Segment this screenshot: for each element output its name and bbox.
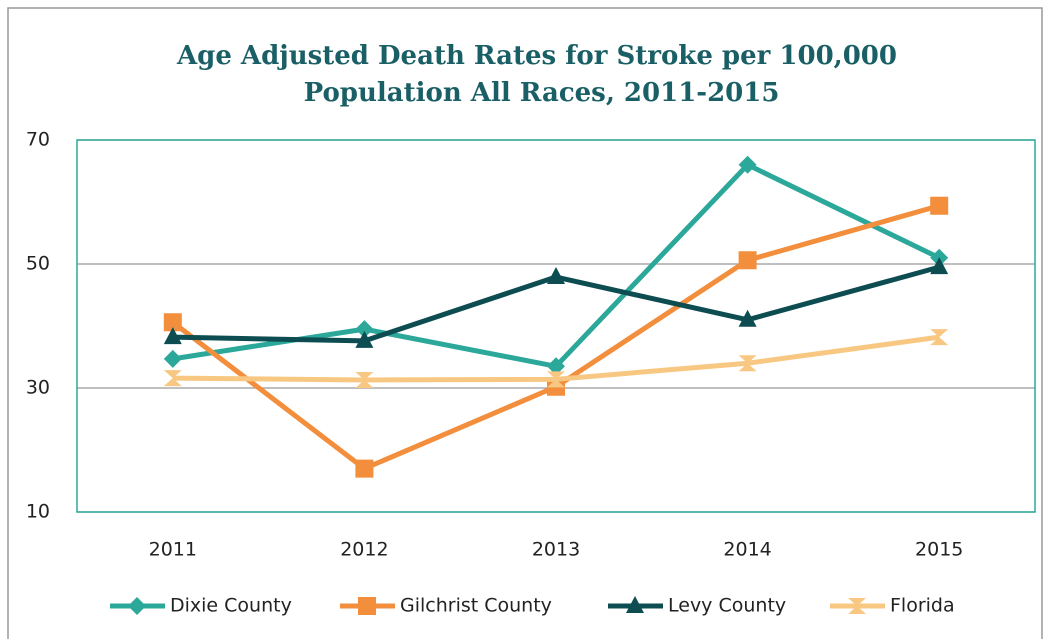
marker [547, 371, 565, 388]
marker [930, 329, 949, 346]
marker [547, 267, 565, 285]
marker [930, 196, 949, 215]
marker [163, 313, 182, 332]
x-tick-label: 2013 [532, 539, 580, 561]
legend-marker [626, 596, 644, 613]
marker [738, 355, 757, 372]
marker [163, 370, 182, 387]
marker [355, 320, 374, 339]
plot-border [76, 139, 1036, 513]
marker [355, 330, 374, 348]
x-tick-label: 2012 [340, 539, 388, 561]
legend-label: Dixie County [170, 595, 292, 617]
y-tick-label: 70 [26, 129, 50, 151]
legend-marker [848, 598, 866, 614]
y-tick-label: 30 [26, 377, 50, 399]
marker [163, 327, 182, 345]
legend-label: Gilchrist County [400, 595, 552, 617]
marker [355, 371, 374, 388]
marker [738, 251, 757, 270]
marker [738, 309, 757, 327]
legend-marker [128, 597, 146, 615]
marker [163, 349, 182, 368]
marker [355, 459, 374, 478]
legend-label: Florida [890, 595, 955, 617]
series-line [172, 334, 940, 383]
chart-title: Age Adjusted Death Rates for Stroke per … [176, 41, 897, 108]
x-tick-label: 2015 [915, 539, 963, 561]
x-tick-label: 2011 [149, 539, 197, 561]
marker [547, 357, 565, 376]
y-tick-label: 50 [26, 253, 50, 275]
legend-marker [358, 597, 376, 615]
legend-label: Levy County [668, 595, 786, 617]
y-tick-label: 10 [26, 501, 50, 523]
marker [738, 155, 757, 174]
marker [930, 257, 949, 275]
x-tick-label: 2014 [723, 539, 771, 561]
